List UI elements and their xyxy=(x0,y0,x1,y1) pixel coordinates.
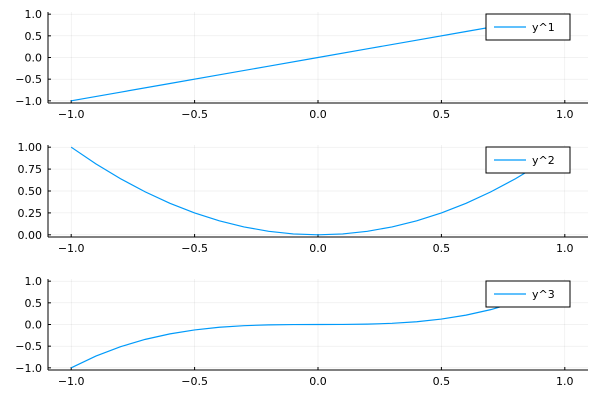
x-tick-label: 0.0 xyxy=(309,108,327,121)
y-tick-label: 0.5 xyxy=(25,30,43,43)
legend: y^3 xyxy=(485,280,571,308)
legend-entry: y^2 xyxy=(532,154,555,167)
legend: y^1 xyxy=(485,13,571,41)
x-tick-label: 1.0 xyxy=(556,375,574,388)
y-tick-label: 0.75 xyxy=(18,163,43,176)
y-tick-label: −0.5 xyxy=(15,73,42,86)
y-tick-label: 0.0 xyxy=(25,52,43,65)
y-tick-label: 1.00 xyxy=(18,141,43,154)
y-tick-label: −1.0 xyxy=(15,95,42,108)
legend-box xyxy=(485,280,571,308)
x-tick-label: −0.5 xyxy=(181,375,208,388)
y-tick-label: 0.5 xyxy=(25,297,43,310)
subplot-3: −1.0 −0.5 0.0 0.5 1.0 −1.0 −0.5 0.0 0.5 1.0 y^3 xyxy=(15,275,588,388)
y-tick-label: 0.25 xyxy=(18,207,43,220)
x-tick-label: 0.0 xyxy=(309,242,327,255)
subplot-1: −1.0 −0.5 0.0 0.5 1.0 −1.0 −0.5 0.0 0.5 1.0 y^1 xyxy=(15,8,588,121)
y-tick-label: −1.0 xyxy=(15,362,42,375)
x-tick-label: 1.0 xyxy=(556,108,574,121)
x-tick-label: −1.0 xyxy=(58,108,85,121)
legend-entry: y^3 xyxy=(532,288,555,301)
x-tick-label: 0.5 xyxy=(433,242,451,255)
legend: y^2 xyxy=(485,146,571,174)
y-tick-label: 1.0 xyxy=(25,275,43,288)
subplot-2: −1.0 −0.5 0.0 0.5 1.0 0.00 0.25 0.50 0.75 1.00 y^2 xyxy=(18,141,588,255)
x-tick-label: −1.0 xyxy=(58,242,85,255)
x-tick-label: 0.5 xyxy=(433,375,451,388)
y-tick-label: 0.00 xyxy=(18,229,43,242)
x-tick-label: −0.5 xyxy=(181,108,208,121)
legend-entry: y^1 xyxy=(532,21,555,34)
x-tick-label: 0.0 xyxy=(309,375,327,388)
y-tick-label: −0.5 xyxy=(15,340,42,353)
series-line xyxy=(70,146,566,236)
y-tick-label: 0.0 xyxy=(25,319,43,332)
x-tick-label: −1.0 xyxy=(58,375,85,388)
series-line xyxy=(70,280,566,369)
y-tick-label: 0.50 xyxy=(18,185,43,198)
x-tick-label: 1.0 xyxy=(556,242,574,255)
x-tick-label: −0.5 xyxy=(181,242,208,255)
series-line xyxy=(71,13,565,102)
x-tick-label: 0.5 xyxy=(433,108,451,121)
y-tick-label: 1.0 xyxy=(25,8,43,21)
